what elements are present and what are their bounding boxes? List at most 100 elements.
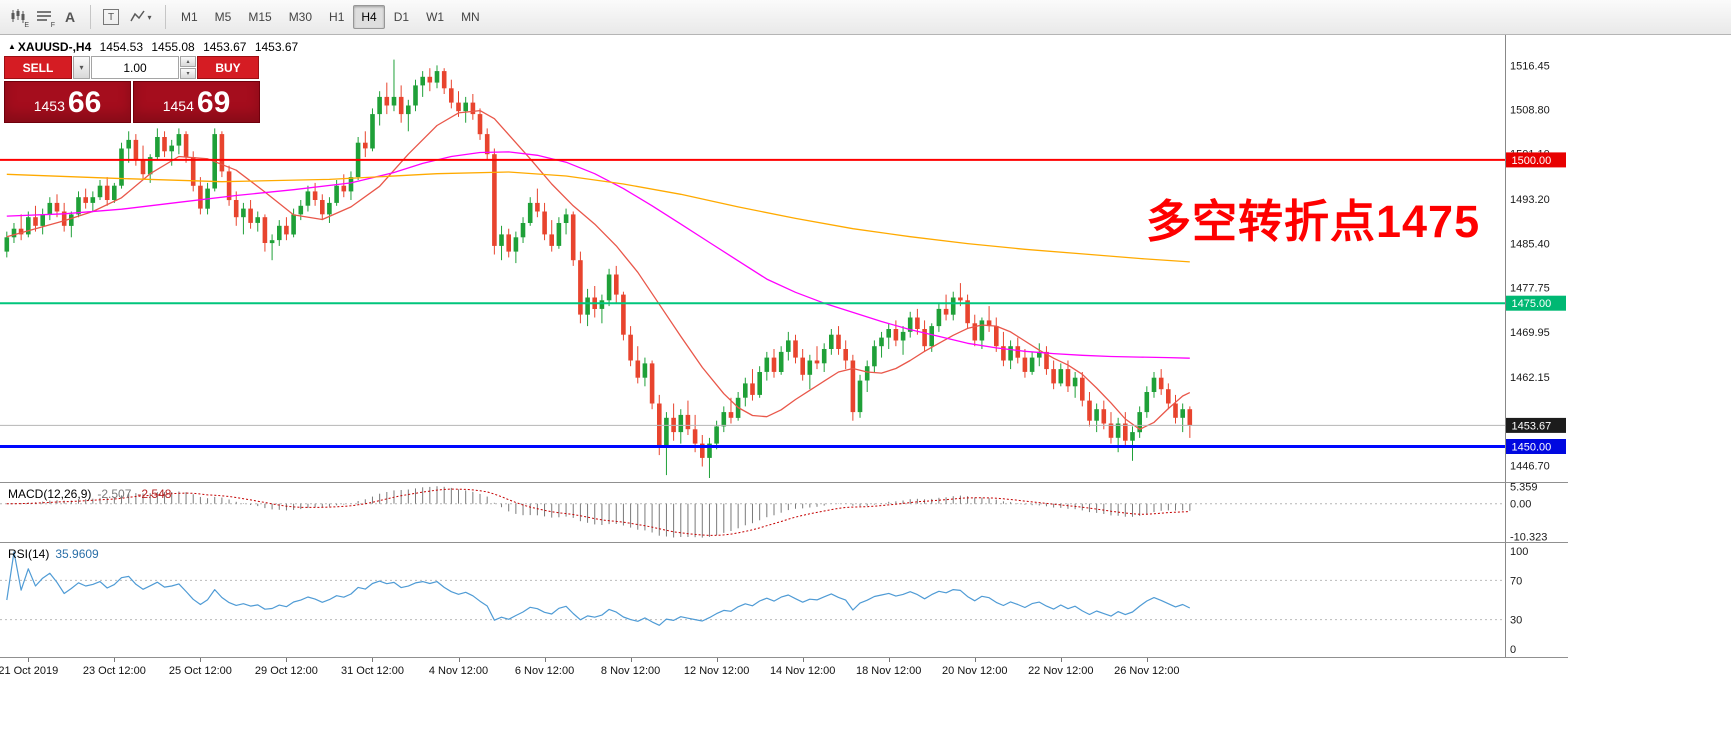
sell-price-pips: 66 [67, 86, 102, 119]
time-axis-label: 23 Oct 12:00 [82, 665, 146, 677]
expert-letter: E [24, 22, 29, 29]
buy-price-display[interactable]: 1454 69 [133, 81, 260, 123]
rsi-canvas: 100 70 30 0 [0, 543, 1528, 657]
time-axis-label: 4 Nov 12:00 [428, 665, 489, 677]
time-axis-tick [630, 658, 632, 662]
sell-button[interactable]: SELL [4, 56, 72, 79]
chart-ohlc-header: ▲ XAUUSD-,H4 1454.53 1455.08 1453.67 1453… [8, 40, 303, 54]
rsi-indicator-panel[interactable]: 100 70 30 0 RSI(14) 35.9609 [0, 542, 1568, 657]
symbol-period-label: XAUUSD-,H4 [17, 40, 92, 54]
time-axis-tick [888, 658, 890, 662]
rsi-value: 35.9609 [55, 547, 99, 561]
time-axis-label: 8 Nov 12:00 [600, 665, 661, 677]
buy-price-pips: 69 [196, 86, 231, 119]
time-axis-tick [1146, 658, 1148, 662]
time-axis-label: 12 Nov 12:00 [683, 665, 750, 677]
time-axis-label: 20 Nov 12:00 [942, 665, 1008, 677]
svg-text:-10.323: -10.323 [1510, 532, 1547, 542]
chart-annotation-text: 多空转折点1475 [1146, 196, 1481, 247]
timeframe-button-m30[interactable]: M30 [281, 5, 320, 29]
time-axis-label: 25 Oct 12:00 [168, 665, 232, 677]
time-axis-label: 26 Nov 12:00 [1114, 665, 1180, 677]
time-axis-tick [544, 658, 546, 662]
sell-price-display[interactable]: 1453 66 [4, 81, 131, 123]
svg-text:30: 30 [1510, 615, 1522, 627]
volume-decrease-button[interactable]: ▾ [180, 68, 196, 79]
svg-text:70: 70 [1510, 575, 1522, 587]
chart-list-icon[interactable]: F [31, 4, 57, 30]
new-chart-icon[interactable]: E [5, 4, 31, 30]
svg-text:0: 0 [1510, 644, 1516, 656]
caret-down-icon: ▾ [147, 12, 152, 22]
timeframe-button-d1[interactable]: D1 [386, 5, 417, 29]
indicator-zigzag-icon[interactable]: ▾ [124, 4, 158, 30]
time-axis-label: 22 Nov 12:00 [1028, 665, 1094, 677]
rsi-name: RSI(14) [8, 547, 50, 561]
volume-dropdown-button[interactable]: ▾ [73, 56, 90, 79]
ohlc-open: 1454.53 [99, 40, 143, 54]
svg-text:100: 100 [1510, 546, 1528, 558]
volume-input[interactable] [91, 56, 179, 79]
price-chart-canvas[interactable]: 1516.451508.801501.101493.201485.401477.… [0, 35, 1568, 482]
timeframe-button-h1[interactable]: H1 [321, 5, 352, 29]
time-axis-tick [1060, 658, 1062, 662]
svg-text:1453.67: 1453.67 [1512, 420, 1552, 432]
symbol-marker-icon: ▲ [8, 42, 16, 51]
time-axis-tick [802, 658, 804, 662]
timeframe-button-m5[interactable]: M5 [207, 5, 240, 29]
function-letter: F [50, 22, 55, 29]
toolbar-separator [90, 5, 91, 29]
price-chart-panel[interactable]: 1516.451508.801501.101493.201485.401477.… [0, 35, 1568, 482]
macd-indicator-panel[interactable]: 5.359 0.00 -10.323 MACD(12,26,9) -2.507 -2.5… [0, 482, 1568, 542]
time-axis-label: 18 Nov 12:00 [855, 665, 922, 677]
timeframe-button-m15[interactable]: M15 [240, 5, 279, 29]
sell-price-main: 1453 [33, 98, 65, 114]
timeframe-button-mn[interactable]: MN [453, 5, 488, 29]
buy-button[interactable]: BUY [197, 56, 259, 79]
toolbar: E F A T ▾ M1 M5 M15 M30 H1 H4 D1 W1 MN [0, 0, 1731, 35]
time-axis-label: 21 Oct 2019 [0, 665, 59, 677]
svg-text:5.359: 5.359 [1510, 483, 1538, 494]
svg-text:1469.95: 1469.95 [1510, 327, 1550, 339]
time-axis-label: 29 Oct 12:00 [254, 665, 318, 677]
time-axis-tick [286, 658, 288, 662]
macd-main-value: -2.507 [97, 487, 132, 501]
text-tool-icon[interactable]: A [64, 9, 76, 25]
list-icon [37, 11, 51, 21]
svg-text:1516.45: 1516.45 [1510, 61, 1550, 73]
macd-canvas: 5.359 0.00 -10.323 [0, 483, 1547, 542]
svg-text:1493.20: 1493.20 [1510, 194, 1550, 206]
volume-stepper: ▴ ▾ [180, 56, 196, 79]
time-axis-tick [974, 658, 976, 662]
timeframe-button-h4[interactable]: H4 [353, 5, 385, 29]
svg-text:0.00: 0.00 [1510, 499, 1531, 511]
zigzag-icon [130, 10, 146, 22]
timeframe-button-w1[interactable]: W1 [418, 5, 452, 29]
svg-text:1508.80: 1508.80 [1510, 105, 1550, 117]
macd-label: MACD(12,26,9) -2.507 -2.548 [8, 487, 177, 501]
time-axis[interactable]: 21 Oct 2019 23 Oct 12:00 25 Oct 12:00 29 Oc… [0, 657, 1568, 683]
timeframe-button-group: M1 M5 M15 M30 H1 H4 D1 W1 MN [173, 5, 488, 29]
time-axis-tick [458, 658, 460, 662]
time-axis-label: 6 Nov 12:00 [514, 665, 575, 677]
svg-text:1485.40: 1485.40 [1510, 239, 1550, 251]
buy-price-main: 1454 [162, 98, 194, 114]
candlestick-chart-icon [11, 9, 25, 23]
svg-text:1446.70: 1446.70 [1510, 460, 1550, 472]
time-axis-label: 31 Oct 12:00 [340, 665, 404, 677]
ohlc-low: 1453.67 [203, 40, 247, 54]
template-tool-icon[interactable]: T [98, 4, 124, 30]
time-axis-tick [372, 658, 374, 662]
svg-text:1475.00: 1475.00 [1512, 298, 1552, 310]
timeframe-button-m1[interactable]: M1 [173, 5, 206, 29]
time-axis-tick [114, 658, 116, 662]
macd-signal-value: -2.548 [137, 487, 172, 501]
volume-increase-button[interactable]: ▴ [180, 56, 196, 67]
ohlc-close: 1453.67 [254, 40, 299, 54]
svg-text:1477.75: 1477.75 [1510, 282, 1550, 294]
time-axis-label: 14 Nov 12:00 [769, 665, 836, 677]
caret-down-icon: ▾ [79, 63, 84, 72]
time-axis-tick [200, 658, 202, 662]
macd-name: MACD(12,26,9) [8, 487, 92, 501]
